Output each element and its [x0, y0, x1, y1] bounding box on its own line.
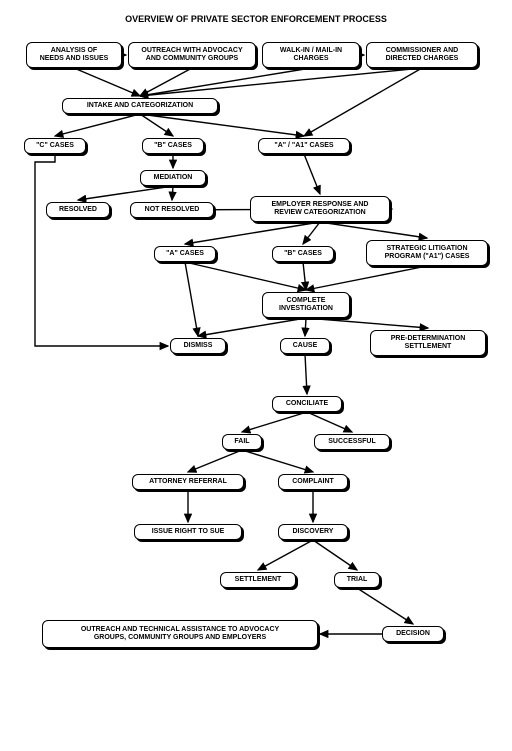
- flow-node-n2: OUTREACH WITH ADVOCACYAND COMMUNITY GROU…: [128, 42, 256, 68]
- flow-node-n7: "B" CASES: [142, 138, 204, 154]
- diagram-title: OVERVIEW OF PRIVATE SECTOR ENFORCEMENT P…: [0, 14, 512, 24]
- flow-node-n3: WALK-IN / MAIL-INCHARGES: [262, 42, 360, 68]
- flow-node-n4: COMMISSIONER ANDDIRECTED CHARGES: [366, 42, 478, 68]
- flow-node-n24: COMPLAINT: [278, 474, 348, 490]
- flow-node-n23: ATTORNEY REFERRAL: [132, 474, 244, 490]
- flow-node-n10: RESOLVED: [46, 202, 110, 218]
- flow-node-n12: EMPLOYER RESPONSE ANDREVIEW CATEGORIZATI…: [250, 196, 390, 222]
- flow-node-n9: MEDIATION: [140, 170, 206, 186]
- flow-node-n16: COMPLETEINVESTIGATION: [262, 292, 350, 318]
- flow-node-n18: CAUSE: [280, 338, 330, 354]
- flow-node-n25: ISSUE RIGHT TO SUE: [134, 524, 242, 540]
- flow-node-n13: "A" CASES: [154, 246, 216, 262]
- flow-node-n20: CONCILIATE: [272, 396, 342, 412]
- flow-node-n15: STRATEGIC LITIGATIONPROGRAM ("A1") CASES: [366, 240, 488, 266]
- flow-node-n26: DISCOVERY: [278, 524, 348, 540]
- flow-node-n21: FAIL: [222, 434, 262, 450]
- flow-node-n28: TRIAL: [334, 572, 380, 588]
- flowchart-canvas: OVERVIEW OF PRIVATE SECTOR ENFORCEMENT P…: [0, 0, 512, 751]
- flow-node-n27: SETTLEMENT: [220, 572, 296, 588]
- flow-node-n1: ANALYSIS OFNEEDS AND ISSUES: [26, 42, 122, 68]
- flow-node-n6: "C" CASES: [24, 138, 86, 154]
- flow-node-n22: SUCCESSFUL: [314, 434, 390, 450]
- flow-node-n30: OUTREACH AND TECHNICAL ASSISTANCE TO ADV…: [42, 620, 318, 648]
- flow-node-n19: PRE-DETERMINATIONSETTLEMENT: [370, 330, 486, 356]
- flow-node-n11: NOT RESOLVED: [130, 202, 214, 218]
- flow-node-n8: "A" / "A1" CASES: [258, 138, 350, 154]
- flow-node-n29: DECISION: [382, 626, 444, 642]
- flow-node-n5: INTAKE AND CATEGORIZATION: [62, 98, 218, 114]
- flow-node-n14: "B" CASES: [272, 246, 334, 262]
- flow-node-n17: DISMISS: [170, 338, 226, 354]
